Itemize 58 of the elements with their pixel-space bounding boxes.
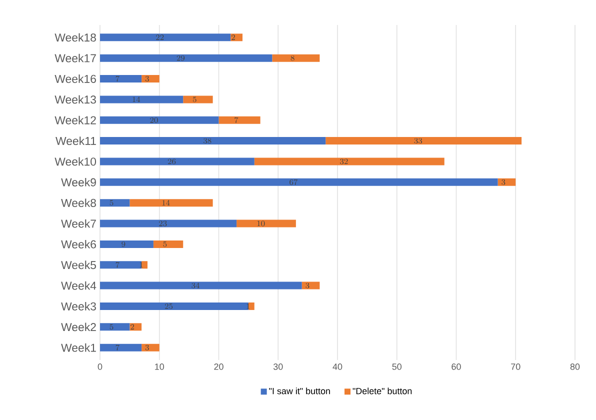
y-tick-label: Week9: [61, 178, 96, 186]
y-tick-label: Week18: [54, 33, 96, 42]
bar: [142, 344, 160, 352]
y-tick-label: Week7: [61, 219, 96, 228]
bar: [100, 158, 254, 166]
bar: [100, 302, 248, 310]
legend-label: "Delete" button: [352, 388, 412, 394]
bar: [100, 137, 326, 145]
bar: [218, 116, 260, 124]
y-tick-label: Week1: [61, 343, 96, 352]
bar: [130, 323, 142, 331]
bar: [100, 96, 184, 104]
x-tick-label: 20: [214, 364, 224, 370]
y-tick-label: Week13: [54, 95, 96, 104]
bar: [100, 178, 498, 186]
y-tick-label: Week10: [54, 157, 96, 166]
bar: [100, 199, 130, 207]
bar: [254, 158, 444, 166]
bar: [326, 137, 522, 145]
bar: [100, 240, 154, 248]
y-tick-label: Week12: [54, 116, 96, 124]
legend-label: "I saw it" button: [269, 388, 330, 394]
y-tick-label: Week8: [61, 198, 96, 208]
x-tick-label: 40: [332, 364, 342, 370]
x-tick-label: 80: [570, 364, 580, 370]
y-tick-label: Week6: [61, 240, 96, 248]
bar: [498, 178, 516, 186]
bar: [100, 344, 142, 352]
y-tick-label: Week17: [54, 54, 96, 62]
y-tick-label: Week16: [54, 74, 96, 83]
bar: [142, 261, 148, 269]
bar: [142, 75, 160, 83]
bar: [100, 54, 272, 62]
bar: [100, 261, 142, 269]
x-tick-label: 30: [273, 364, 283, 370]
bar: [130, 199, 213, 207]
bar: [100, 282, 302, 290]
bar: [302, 282, 320, 290]
bar: [230, 34, 242, 42]
y-tick-label: Week2: [61, 322, 96, 332]
x-tick-label: 10: [155, 364, 164, 370]
bar: [153, 240, 184, 248]
bar: [236, 220, 296, 228]
x-tick-label: 60: [452, 364, 461, 370]
bar: [100, 220, 237, 228]
y-tick-label: Week5: [61, 260, 96, 270]
y-tick-label: Week11: [56, 136, 96, 146]
y-tick-label: Week3: [61, 302, 96, 310]
bar: [100, 323, 130, 331]
x-tick-label: 70: [511, 364, 520, 370]
x-tick-label: 0: [98, 364, 102, 370]
x-tick-label: 50: [392, 364, 402, 370]
bar: [100, 75, 142, 83]
bar: [100, 116, 219, 124]
bar: [100, 34, 231, 42]
bar: [183, 96, 213, 104]
y-tick-label: Week4: [61, 281, 96, 290]
bar: [272, 54, 320, 62]
